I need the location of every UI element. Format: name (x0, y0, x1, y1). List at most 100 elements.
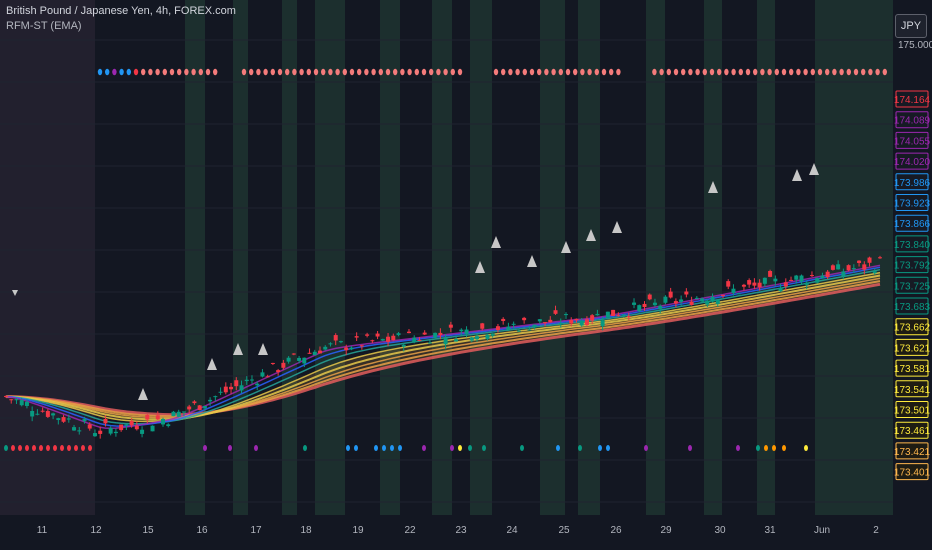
price-label-box (895, 359, 929, 377)
price-label-box (895, 256, 929, 274)
candle-body (809, 275, 814, 277)
candle-body (14, 399, 19, 401)
candle-body (543, 322, 548, 324)
candle-body (642, 303, 647, 308)
top-marker (868, 68, 873, 76)
top-marker (371, 68, 376, 76)
top-marker (285, 68, 290, 76)
candle-body (454, 339, 459, 342)
candle-body (443, 338, 448, 345)
candle-body (778, 287, 783, 292)
top-marker (414, 68, 419, 76)
candle-body (475, 336, 480, 340)
top-marker (738, 68, 743, 76)
candle-body (804, 282, 809, 285)
bottom-marker (458, 445, 462, 451)
top-marker (436, 68, 441, 76)
price-label: 174.020 (894, 157, 931, 168)
candle-body (590, 315, 595, 321)
signal-triangle (475, 261, 485, 273)
candle-body (192, 401, 197, 404)
candle-body (56, 418, 61, 420)
top-marker (666, 68, 671, 76)
candle-body (626, 316, 631, 318)
candle-body (841, 271, 846, 277)
shade-region (757, 0, 775, 515)
candle-body (710, 296, 715, 302)
candle-body (35, 413, 40, 415)
candle-body (862, 264, 867, 270)
candle-body (726, 281, 731, 287)
candle-body (161, 418, 166, 425)
price-label-box (895, 131, 929, 149)
price-label-box (895, 463, 929, 481)
shade-region (233, 0, 248, 515)
bottom-marker (756, 445, 760, 451)
top-marker (119, 68, 124, 76)
top-marker (875, 68, 880, 76)
top-marker (429, 68, 434, 76)
top-marker (781, 68, 787, 76)
candle-body (700, 298, 705, 302)
candle-body (265, 376, 270, 378)
top-marker (544, 68, 549, 76)
candle-body (684, 291, 689, 295)
candle-body (344, 347, 349, 351)
top-marker (105, 68, 110, 76)
top-marker (789, 68, 794, 76)
top-marker (767, 68, 772, 76)
top-marker (565, 68, 571, 76)
candle-body (291, 353, 296, 355)
top-marker (688, 68, 693, 76)
candle-body (202, 405, 207, 409)
top-marker (335, 68, 340, 76)
price-label-box (895, 442, 929, 460)
signal-triangle (12, 290, 18, 296)
price-label: 174.164 (894, 95, 931, 106)
candle-body (166, 424, 171, 427)
bottom-marker (53, 445, 57, 451)
top-marker (515, 68, 520, 76)
top-marker (652, 68, 657, 76)
bottom-marker (67, 445, 71, 451)
candle-body (438, 332, 443, 335)
candle-body (605, 311, 610, 318)
price-label: 174.089 (894, 116, 931, 127)
top-marker (249, 68, 254, 76)
candle-body (537, 319, 542, 322)
signal-triangle (258, 343, 268, 355)
top-marker (673, 68, 679, 76)
candle-body (825, 271, 830, 278)
price-label-box (895, 214, 929, 232)
candle-body (40, 410, 45, 412)
top-marker (882, 68, 887, 76)
candle-body (302, 357, 307, 364)
candle-body (223, 386, 228, 393)
shade-region (432, 0, 452, 515)
top-marker (184, 68, 189, 76)
price-label: 173.840 (894, 240, 931, 251)
top-marker (745, 68, 751, 76)
signal-triangle (527, 255, 537, 267)
candle-body (673, 301, 678, 304)
indicator-label[interactable]: RFM-ST (EMA) (6, 20, 82, 32)
candle-body (480, 323, 485, 329)
candle-body (370, 340, 375, 342)
shade-region (578, 0, 600, 515)
candle-body (579, 320, 584, 326)
top-marker (551, 68, 556, 76)
candle-body (652, 302, 657, 306)
bottom-marker (60, 445, 64, 451)
price-label: 173.923 (894, 199, 931, 210)
top-marker (198, 68, 203, 76)
candle-body (830, 265, 835, 270)
shade-region (282, 0, 297, 515)
top-marker (357, 68, 362, 76)
top-marker (407, 68, 412, 76)
currency-button[interactable]: JPY (895, 14, 927, 38)
shade-region (0, 0, 95, 515)
candle-body (286, 357, 291, 362)
top-marker (241, 68, 247, 76)
